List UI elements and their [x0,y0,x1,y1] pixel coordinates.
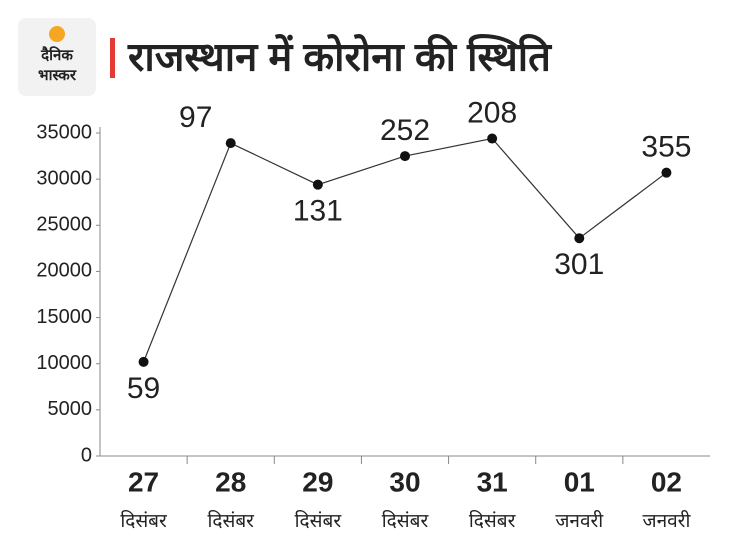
y-tick-label: 0 [81,444,92,466]
y-tick-label: 15000 [36,306,92,328]
point [225,138,236,149]
data-annotation: 59 [127,372,160,405]
point [138,356,149,367]
data-annotation: 131 [293,195,343,228]
data-annotation: 355 [641,131,691,164]
y-tick-label: 20000 [36,260,92,282]
y-tick-label: 10000 [36,352,92,374]
logo-sun [49,26,65,42]
logo-box [18,18,96,96]
data-annotation: 97 [179,101,212,134]
x-tick-label: 31 [477,466,508,497]
point [574,233,585,244]
logo-text: दैनिक [40,46,74,64]
x-tick-sublabel: दिसंबर [120,509,168,532]
chart-title: राजस्थान में कोरोना की स्थिति [127,34,552,80]
x-tick-sublabel: दिसंबर [207,509,255,532]
y-tick-label: 5000 [48,398,93,420]
point [312,179,323,190]
x-tick-label: 01 [564,466,595,497]
point [487,133,498,144]
x-tick-sublabel: दिसंबर [382,509,430,532]
data-annotation: 301 [554,248,604,281]
y-tick-label: 30000 [36,167,92,189]
logo-text: भास्कर [38,67,77,84]
x-tick-label: 02 [651,466,682,497]
x-tick-label: 28 [215,466,246,497]
x-tick-sublabel: जनवरी [642,509,691,532]
x-tick-label: 27 [128,466,159,497]
data-annotation: 252 [380,114,430,147]
y-tick-label: 35000 [36,121,92,143]
title-bar [110,38,115,78]
x-tick-label: 30 [389,466,420,497]
point [661,167,672,178]
data-annotation: 208 [467,96,517,129]
x-tick-sublabel: दिसंबर [469,509,517,532]
x-tick-sublabel: जनवरी [555,509,604,532]
x-tick-label: 29 [302,466,333,497]
point [400,151,410,162]
x-tick-sublabel: दिसंबर [295,509,343,532]
y-tick-label: 25000 [36,214,92,236]
